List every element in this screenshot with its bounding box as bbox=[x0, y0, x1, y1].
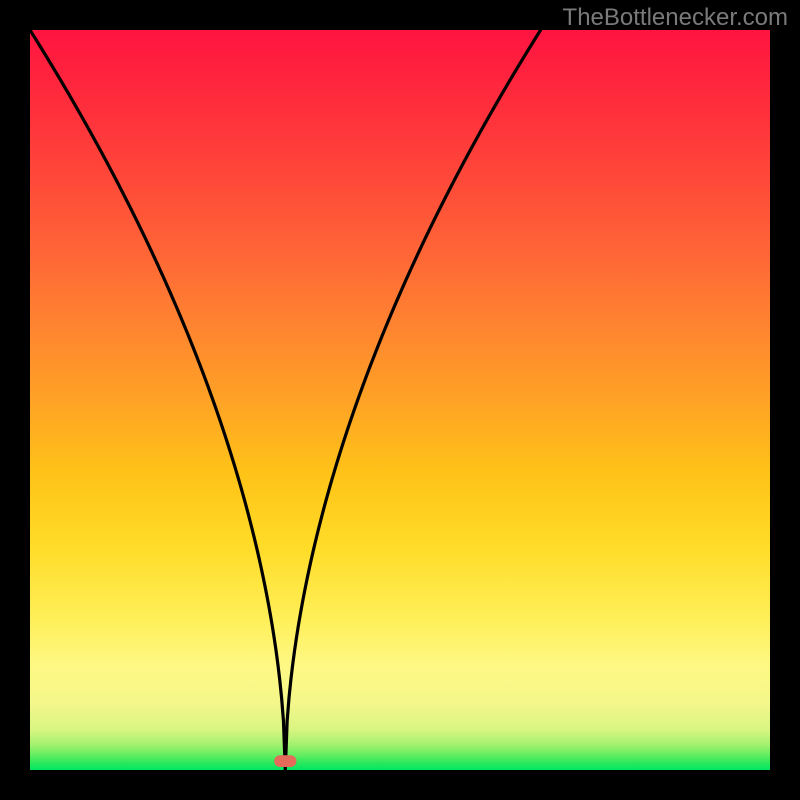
gradient-background bbox=[30, 30, 770, 770]
optimal-marker bbox=[274, 755, 296, 767]
chart-frame: TheBottlenecker.com bbox=[0, 0, 800, 800]
bottleneck-chart bbox=[0, 0, 800, 800]
watermark-label: TheBottlenecker.com bbox=[563, 4, 788, 32]
